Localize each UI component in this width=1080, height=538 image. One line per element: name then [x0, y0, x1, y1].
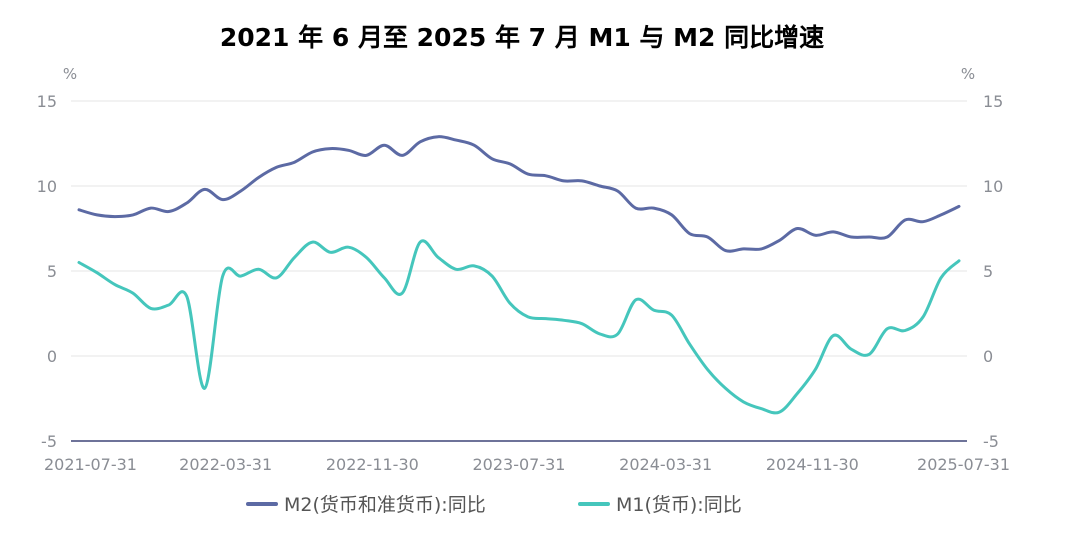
left-y-axis: 15 10 5 0 -5: [37, 92, 57, 451]
legend-item-m1[interactable]: M1(货币):同比: [578, 494, 742, 516]
series-lines: [77, 135, 961, 415]
y-tick-label-left: 10: [37, 177, 57, 196]
x-tick-label: 2024-03-31: [619, 455, 712, 474]
x-tick-label: 2025-07-31: [917, 455, 1010, 474]
y-tick-label-right: 0: [983, 347, 993, 366]
left-axis-unit: %: [63, 65, 77, 83]
y-tick-label-right: 10: [983, 177, 1003, 196]
x-tick-label: 2024-11-30: [766, 455, 859, 474]
y-tick-label-left: -5: [41, 432, 57, 451]
x-axis: 2021-07-31 2022-03-31 2022-11-30 2023-07-31…: [44, 440, 1010, 474]
right-y-axis: 15 10 5 0 -5: [983, 92, 1003, 451]
legend-item-m2[interactable]: M2(货币和准货币):同比: [246, 494, 486, 516]
x-tick-label: 2021-07-31: [44, 455, 137, 474]
x-tick-label: 2023-07-31: [473, 455, 566, 474]
x-tick-label: 2022-03-31: [179, 455, 272, 474]
y-tick-label-right: -5: [983, 432, 999, 451]
legend-label-m2: M2(货币和准货币):同比: [284, 494, 486, 516]
series-line-m2: [77, 135, 961, 253]
y-tick-label-right: 15: [983, 92, 1003, 111]
chart-title: 2021 年 6 月至 2025 年 7 月 M1 与 M2 同比增速: [220, 23, 824, 52]
right-axis-unit: %: [961, 65, 975, 83]
legend: M2(货币和准货币):同比 M1(货币):同比: [246, 494, 742, 516]
x-tick-label: 2022-11-30: [326, 455, 419, 474]
y-tick-label-left: 0: [47, 347, 57, 366]
legend-label-m1: M1(货币):同比: [616, 494, 742, 516]
series-line-m1: [77, 239, 961, 415]
grid-lines: [71, 100, 967, 357]
y-tick-label-left: 5: [47, 262, 57, 281]
y-tick-label-left: 15: [37, 92, 57, 111]
y-tick-label-right: 5: [983, 262, 993, 281]
